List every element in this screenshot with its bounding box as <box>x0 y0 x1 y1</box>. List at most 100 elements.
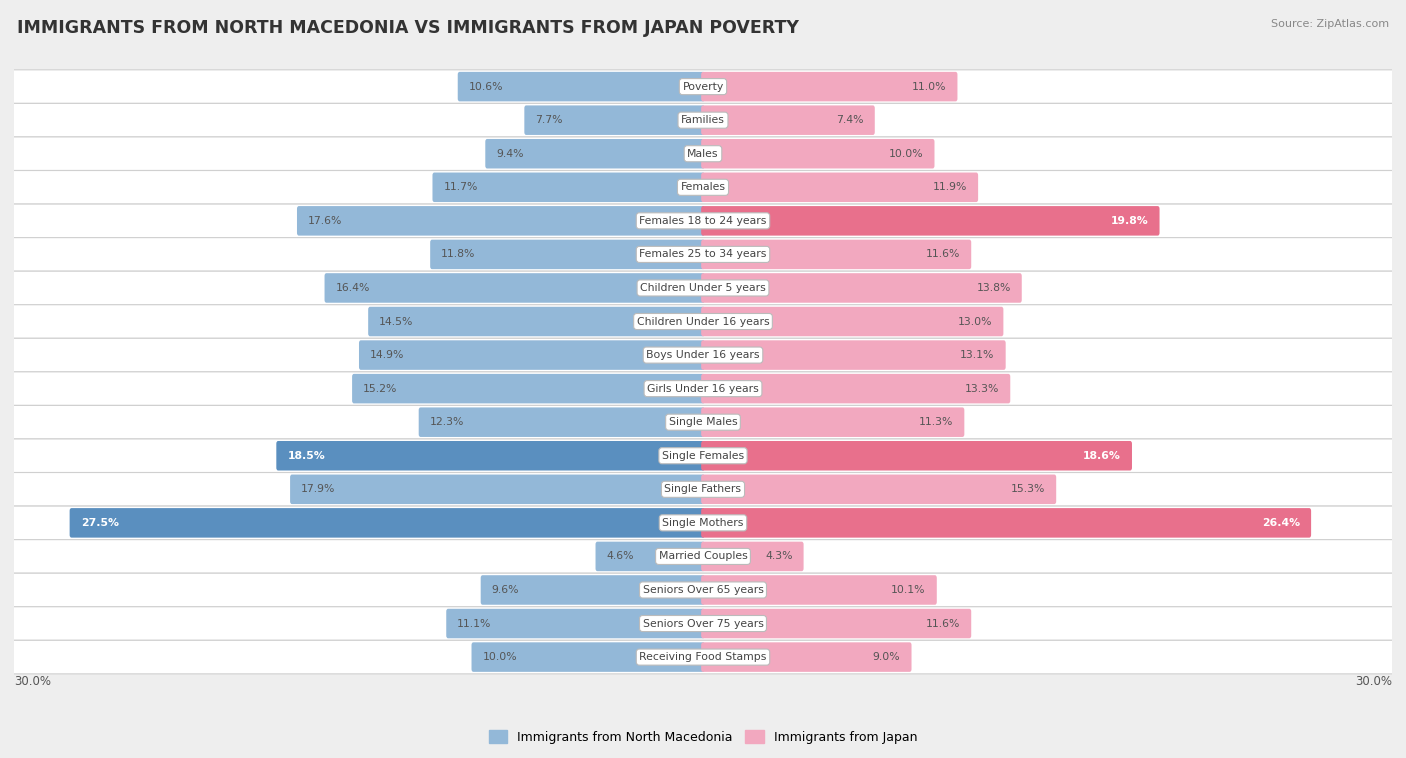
Text: Females 18 to 24 years: Females 18 to 24 years <box>640 216 766 226</box>
Text: Girls Under 16 years: Girls Under 16 years <box>647 384 759 393</box>
FancyBboxPatch shape <box>430 240 704 269</box>
Text: 17.6%: 17.6% <box>308 216 343 226</box>
FancyBboxPatch shape <box>359 340 704 370</box>
FancyBboxPatch shape <box>524 105 704 135</box>
Text: 11.3%: 11.3% <box>920 417 953 428</box>
FancyBboxPatch shape <box>352 374 704 403</box>
FancyBboxPatch shape <box>702 240 972 269</box>
Text: 15.3%: 15.3% <box>1011 484 1045 494</box>
Text: Single Females: Single Females <box>662 451 744 461</box>
Text: 11.7%: 11.7% <box>443 182 478 193</box>
Text: 16.4%: 16.4% <box>336 283 370 293</box>
FancyBboxPatch shape <box>702 307 1004 337</box>
Text: 11.9%: 11.9% <box>932 182 967 193</box>
Text: 13.3%: 13.3% <box>965 384 1000 393</box>
FancyBboxPatch shape <box>485 139 704 168</box>
Text: 7.4%: 7.4% <box>837 115 863 125</box>
FancyBboxPatch shape <box>702 273 1022 302</box>
Text: Married Couples: Married Couples <box>658 551 748 562</box>
FancyBboxPatch shape <box>11 103 1395 137</box>
FancyBboxPatch shape <box>419 408 704 437</box>
FancyBboxPatch shape <box>11 338 1395 372</box>
Text: Boys Under 16 years: Boys Under 16 years <box>647 350 759 360</box>
Text: 4.6%: 4.6% <box>606 551 634 562</box>
FancyBboxPatch shape <box>297 206 704 236</box>
Text: 15.2%: 15.2% <box>363 384 398 393</box>
Text: 9.6%: 9.6% <box>492 585 519 595</box>
Text: 10.6%: 10.6% <box>468 82 503 92</box>
Text: 7.7%: 7.7% <box>536 115 562 125</box>
FancyBboxPatch shape <box>458 72 704 102</box>
Text: Children Under 16 years: Children Under 16 years <box>637 317 769 327</box>
FancyBboxPatch shape <box>277 441 704 471</box>
Text: Poverty: Poverty <box>682 82 724 92</box>
FancyBboxPatch shape <box>11 271 1395 305</box>
FancyBboxPatch shape <box>11 439 1395 472</box>
Text: 13.0%: 13.0% <box>957 317 993 327</box>
FancyBboxPatch shape <box>11 137 1395 171</box>
FancyBboxPatch shape <box>11 305 1395 338</box>
FancyBboxPatch shape <box>433 173 704 202</box>
FancyBboxPatch shape <box>471 642 704 672</box>
Text: IMMIGRANTS FROM NORTH MACEDONIA VS IMMIGRANTS FROM JAPAN POVERTY: IMMIGRANTS FROM NORTH MACEDONIA VS IMMIG… <box>17 19 799 37</box>
Legend: Immigrants from North Macedonia, Immigrants from Japan: Immigrants from North Macedonia, Immigra… <box>484 725 922 749</box>
Text: 30.0%: 30.0% <box>1355 675 1392 688</box>
FancyBboxPatch shape <box>11 506 1395 540</box>
Text: 11.6%: 11.6% <box>925 249 960 259</box>
Text: 11.6%: 11.6% <box>925 619 960 628</box>
FancyBboxPatch shape <box>702 340 1005 370</box>
Text: 26.4%: 26.4% <box>1263 518 1301 528</box>
Text: Single Males: Single Males <box>669 417 737 428</box>
Text: 10.0%: 10.0% <box>889 149 924 158</box>
FancyBboxPatch shape <box>11 70 1395 103</box>
FancyBboxPatch shape <box>11 540 1395 573</box>
FancyBboxPatch shape <box>325 273 704 302</box>
Text: Source: ZipAtlas.com: Source: ZipAtlas.com <box>1271 19 1389 29</box>
FancyBboxPatch shape <box>11 204 1395 237</box>
Text: Single Mothers: Single Mothers <box>662 518 744 528</box>
FancyBboxPatch shape <box>11 171 1395 204</box>
FancyBboxPatch shape <box>11 472 1395 506</box>
Text: 11.0%: 11.0% <box>912 82 946 92</box>
Text: 10.1%: 10.1% <box>891 585 925 595</box>
FancyBboxPatch shape <box>368 307 704 337</box>
Text: 18.6%: 18.6% <box>1083 451 1121 461</box>
FancyBboxPatch shape <box>702 475 1056 504</box>
Text: Children Under 5 years: Children Under 5 years <box>640 283 766 293</box>
Text: 10.0%: 10.0% <box>482 652 517 662</box>
Text: 9.4%: 9.4% <box>496 149 524 158</box>
FancyBboxPatch shape <box>446 609 704 638</box>
FancyBboxPatch shape <box>702 105 875 135</box>
Text: Seniors Over 65 years: Seniors Over 65 years <box>643 585 763 595</box>
FancyBboxPatch shape <box>290 475 704 504</box>
FancyBboxPatch shape <box>702 173 979 202</box>
Text: 9.0%: 9.0% <box>873 652 900 662</box>
FancyBboxPatch shape <box>11 573 1395 606</box>
Text: 13.1%: 13.1% <box>960 350 994 360</box>
Text: 12.3%: 12.3% <box>430 417 464 428</box>
Text: Receiving Food Stamps: Receiving Food Stamps <box>640 652 766 662</box>
FancyBboxPatch shape <box>11 237 1395 271</box>
Text: Single Fathers: Single Fathers <box>665 484 741 494</box>
FancyBboxPatch shape <box>11 641 1395 674</box>
Text: Males: Males <box>688 149 718 158</box>
FancyBboxPatch shape <box>70 508 704 537</box>
FancyBboxPatch shape <box>702 542 804 572</box>
FancyBboxPatch shape <box>702 139 935 168</box>
FancyBboxPatch shape <box>11 406 1395 439</box>
FancyBboxPatch shape <box>481 575 704 605</box>
Text: 19.8%: 19.8% <box>1111 216 1149 226</box>
FancyBboxPatch shape <box>596 542 704 572</box>
Text: Females 25 to 34 years: Females 25 to 34 years <box>640 249 766 259</box>
FancyBboxPatch shape <box>702 508 1312 537</box>
Text: Families: Families <box>681 115 725 125</box>
Text: 14.5%: 14.5% <box>380 317 413 327</box>
Text: 18.5%: 18.5% <box>287 451 325 461</box>
FancyBboxPatch shape <box>702 441 1132 471</box>
Text: Females: Females <box>681 182 725 193</box>
FancyBboxPatch shape <box>702 72 957 102</box>
Text: 14.9%: 14.9% <box>370 350 405 360</box>
Text: 27.5%: 27.5% <box>80 518 118 528</box>
FancyBboxPatch shape <box>702 374 1011 403</box>
Text: 13.8%: 13.8% <box>976 283 1011 293</box>
